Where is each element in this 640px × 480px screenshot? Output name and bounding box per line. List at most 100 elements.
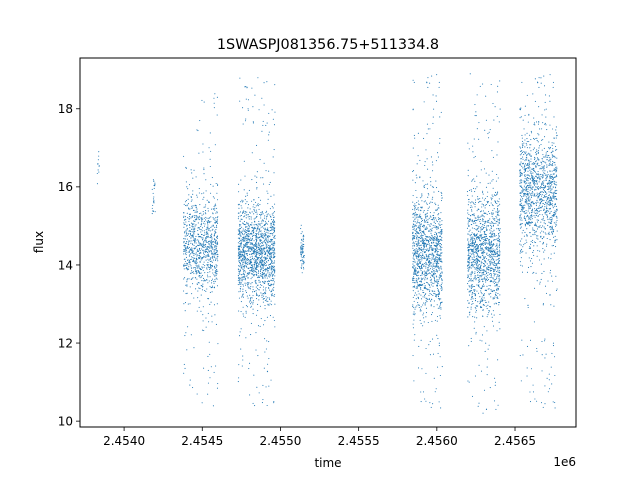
data-point [483, 297, 485, 299]
data-point [195, 242, 197, 244]
data-point [191, 243, 194, 245]
data-point [255, 205, 257, 207]
data-point [209, 258, 211, 260]
data-point [427, 86, 429, 89]
data-point [265, 275, 267, 277]
data-point [480, 257, 482, 259]
data-point [478, 402, 480, 404]
data-point [189, 248, 192, 250]
data-point [252, 267, 254, 269]
data-point [270, 379, 272, 381]
data-point [247, 216, 249, 218]
data-point [485, 408, 487, 410]
data-point [469, 255, 471, 257]
data-point [245, 263, 247, 265]
data-point [271, 240, 273, 242]
data-point [470, 280, 472, 282]
data-point [243, 273, 245, 275]
data-point [260, 263, 262, 265]
data-point [253, 240, 255, 242]
data-point [494, 377, 496, 379]
data-point [256, 288, 259, 290]
data-point [257, 265, 259, 267]
data-point [254, 267, 256, 269]
data-point [254, 260, 256, 262]
data-point [480, 228, 482, 230]
data-point [430, 232, 432, 234]
data-point [185, 260, 187, 262]
data-point [189, 224, 191, 226]
data-point [186, 268, 188, 270]
data-point [481, 228, 483, 230]
data-point [481, 285, 483, 287]
data-point [436, 320, 438, 322]
data-point [499, 254, 501, 256]
data-point [432, 248, 434, 251]
data-point [474, 266, 476, 268]
data-point [413, 311, 415, 313]
data-point [414, 203, 416, 205]
data-point [496, 217, 498, 219]
data-point [217, 382, 219, 385]
data-point [428, 194, 430, 196]
data-point [189, 208, 191, 210]
data-point [259, 199, 262, 201]
data-point [474, 239, 476, 241]
data-point [197, 239, 199, 241]
data-point [481, 242, 483, 244]
data-point [493, 264, 495, 266]
data-point [255, 279, 257, 282]
data-point [483, 238, 485, 240]
data-point [185, 229, 187, 231]
data-point [470, 267, 472, 269]
data-point [480, 160, 482, 162]
data-point [481, 249, 483, 251]
data-point [239, 271, 241, 273]
data-point [198, 249, 200, 251]
data-point [474, 243, 476, 245]
data-point [433, 300, 435, 302]
data-point [426, 270, 428, 272]
data-point [215, 248, 217, 250]
data-point [274, 252, 276, 254]
data-point [479, 269, 481, 271]
data-point [467, 221, 469, 223]
data-point [430, 280, 432, 282]
data-point [273, 244, 275, 246]
data-point [198, 240, 200, 242]
data-point [243, 256, 245, 258]
data-point [485, 261, 487, 263]
data-point [269, 299, 271, 301]
data-point [498, 257, 500, 260]
data-point [271, 228, 273, 230]
data-point [431, 271, 433, 273]
data-point [248, 261, 250, 263]
data-point [189, 213, 191, 215]
data-point [213, 287, 216, 289]
data-point [423, 270, 425, 272]
data-point [194, 231, 196, 233]
data-point [247, 267, 249, 270]
data-point [263, 266, 265, 268]
data-point [258, 220, 260, 223]
data-point [208, 228, 211, 230]
data-point [412, 79, 414, 81]
data-point [426, 188, 428, 190]
data-point [301, 245, 303, 247]
data-point [188, 235, 191, 238]
data-point [210, 287, 212, 289]
data-point [193, 232, 195, 234]
data-point [240, 253, 242, 255]
data-point [469, 265, 471, 267]
data-point [209, 303, 211, 305]
data-point [469, 73, 471, 75]
data-point [435, 257, 437, 259]
data-point [250, 237, 252, 239]
data-point [413, 300, 415, 302]
data-point [194, 242, 196, 244]
data-point [478, 225, 480, 228]
data-point [472, 241, 474, 243]
data-point [98, 155, 100, 157]
data-point [414, 229, 416, 231]
data-point [250, 247, 252, 249]
